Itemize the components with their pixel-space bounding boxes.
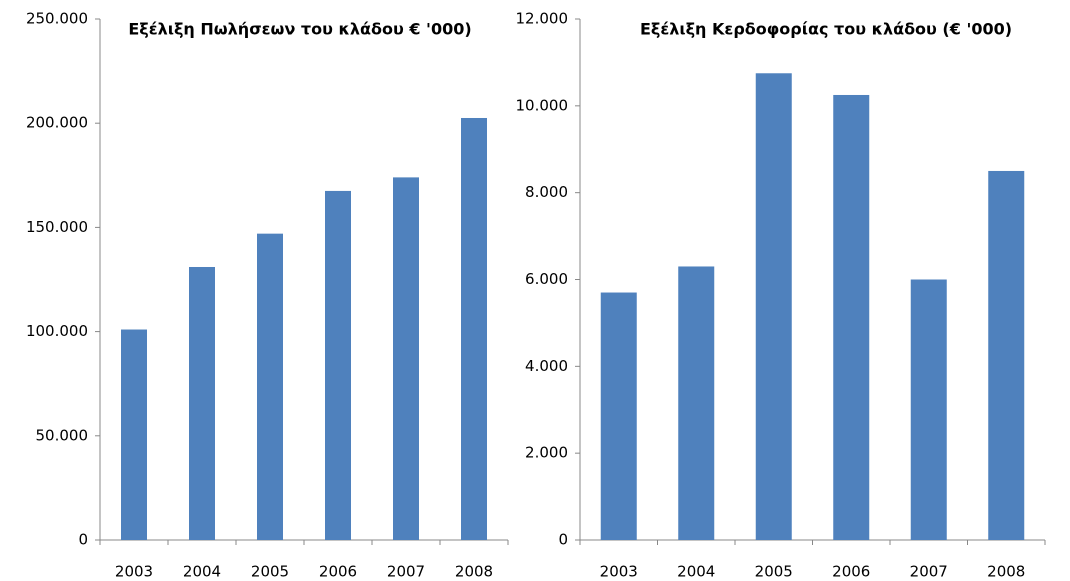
y-tick-label: 6.000 xyxy=(525,270,568,288)
x-tick-label: 2008 xyxy=(987,563,1025,581)
bar xyxy=(189,266,215,540)
bar xyxy=(325,190,351,540)
y-tick-label: 10.000 xyxy=(516,96,569,114)
y-tick-label: 0 xyxy=(78,531,88,549)
y-tick-label: 12.000 xyxy=(516,10,569,28)
y-tick-label: 150.000 xyxy=(26,218,88,236)
y-tick-label: 0 xyxy=(558,531,568,549)
bar xyxy=(833,94,870,541)
x-tick-label: 2004 xyxy=(677,563,715,581)
x-tick-label: 2003 xyxy=(600,563,638,581)
y-tick-label: 250.000 xyxy=(26,10,88,28)
bar xyxy=(988,170,1025,541)
bar xyxy=(678,266,715,540)
x-tick-label: 2003 xyxy=(115,563,153,581)
bar xyxy=(755,73,792,540)
bar xyxy=(393,177,419,540)
y-tick-label: 100.000 xyxy=(26,322,88,340)
x-tick-label: 2006 xyxy=(832,563,870,581)
y-tick-label: 50.000 xyxy=(36,426,89,444)
y-tick-label: 2.000 xyxy=(525,444,568,462)
y-tick-label: 8.000 xyxy=(525,183,568,201)
x-tick-label: 2005 xyxy=(251,563,289,581)
bar xyxy=(910,279,947,540)
bar xyxy=(600,292,637,540)
x-tick-label: 2005 xyxy=(755,563,793,581)
y-tick-label: 200.000 xyxy=(26,114,88,132)
x-tick-label: 2006 xyxy=(319,563,357,581)
x-tick-label: 2008 xyxy=(455,563,493,581)
bar xyxy=(461,117,487,541)
x-tick-label: 2007 xyxy=(387,563,425,581)
bar xyxy=(121,329,147,540)
x-tick-label: 2004 xyxy=(183,563,221,581)
bar xyxy=(257,233,283,541)
chart-title: Εξέλιξη Κερδοφορίας του κλάδου (€ '000) xyxy=(640,20,1012,39)
y-tick-label: 4.000 xyxy=(525,357,568,375)
x-tick-label: 2007 xyxy=(910,563,948,581)
chart-title: Εξέλιξη Πωλήσεων του κλάδου € '000) xyxy=(128,20,471,39)
